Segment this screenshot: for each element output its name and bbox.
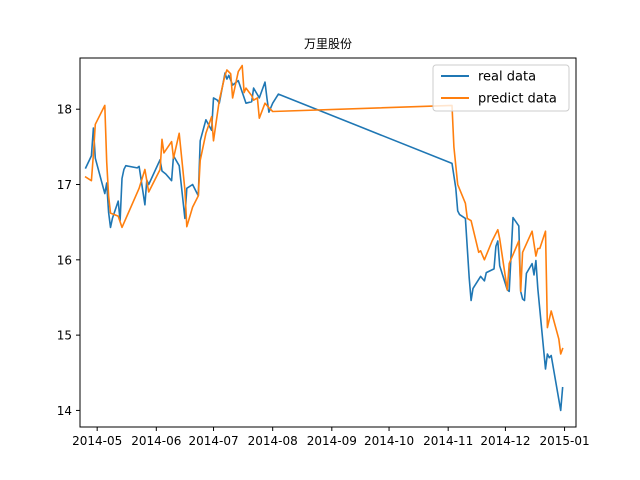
chart-title: 万里股份 xyxy=(304,37,352,51)
series-line-predict-data xyxy=(84,64,564,355)
y-axis: 14 15 16 17 18 xyxy=(57,103,80,418)
y-tick-label: 15 xyxy=(57,329,72,343)
x-tick-label: 2014-11 xyxy=(423,434,473,448)
x-tick-label: 2014-12 xyxy=(480,434,530,448)
plot-area xyxy=(79,57,577,428)
axes-background xyxy=(80,58,576,427)
x-tick-label: 2014-09 xyxy=(307,434,357,448)
y-tick-label: 17 xyxy=(57,178,72,192)
x-tick-label: 2015-01 xyxy=(539,434,589,448)
legend: real data predict data xyxy=(432,64,570,112)
x-tick-label: 2014-05 xyxy=(72,434,122,448)
y-tick-label: 16 xyxy=(57,253,72,267)
series-layer xyxy=(84,64,564,412)
x-tick-label: 2014-08 xyxy=(248,434,298,448)
y-tick-label: 18 xyxy=(57,103,72,117)
axes-frame xyxy=(79,57,577,428)
legend-label-real-data: real data xyxy=(478,70,536,85)
legend-label-predict-data: predict data xyxy=(478,92,557,107)
x-tick-label: 2014-07 xyxy=(188,434,238,448)
x-tick-label: 2014-10 xyxy=(364,434,414,448)
y-tick-label: 14 xyxy=(57,404,72,418)
x-axis: 2014-05 2014-06 2014-07 2014-08 2014-09 2014-… xyxy=(72,427,590,448)
x-tick-label: 2014-06 xyxy=(131,434,181,448)
